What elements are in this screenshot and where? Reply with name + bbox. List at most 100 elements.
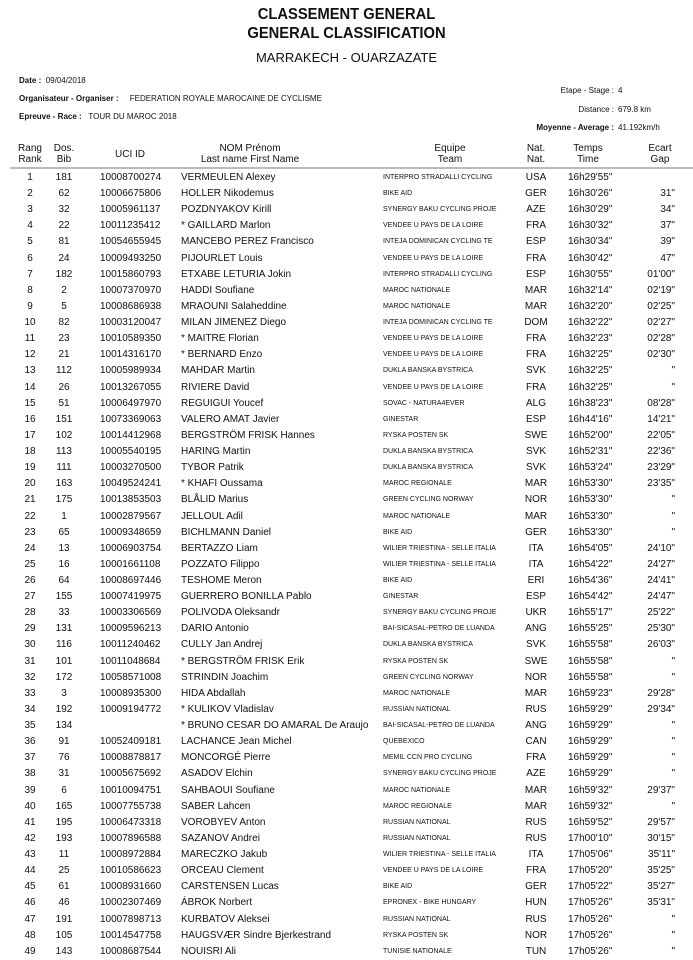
cell-nat: SVK [525, 639, 546, 651]
cell-bib: 24 [58, 252, 70, 264]
cell-nat: ESP [525, 413, 546, 425]
cell-bib: 25 [58, 865, 70, 877]
cell-name: POZZATO Filippo [181, 558, 260, 570]
cell-time: 16h59'32" [568, 800, 613, 812]
cell-gap: " [671, 365, 675, 377]
cell-team: MAROC REGIONALE [383, 480, 452, 488]
table-row: 10 82 10003120047 MILAN JIMENEZ Diego INTEJA… [0, 315, 693, 331]
cell-gap: " [671, 800, 675, 812]
cell-nat: MAR [524, 300, 548, 312]
cell-bib: 32 [58, 204, 70, 216]
cell-bib: 134 [55, 720, 73, 732]
cell-rank: 8 [27, 284, 33, 296]
cell-gap: 35'25" [647, 865, 675, 877]
cell-nat: SWE [524, 429, 548, 441]
cell-bib: 33 [58, 607, 70, 619]
cell-gap: " [671, 768, 675, 780]
cell-name: TESHOME Meron [181, 575, 262, 586]
cell-bib: 1 [61, 510, 67, 522]
cell-bib: 131 [55, 623, 73, 635]
cell-time: 16h52'00" [568, 429, 613, 441]
cell-name: HARING Martin [181, 446, 251, 458]
cell-rank: 23 [24, 526, 36, 538]
cell-rank: 32 [24, 671, 36, 683]
cell-team: MAROC NATIONALE [383, 689, 451, 697]
cell-bib: 26 [58, 381, 70, 393]
cell-gap: 02'27" [647, 317, 675, 329]
cell-gap: 22'05" [647, 429, 675, 441]
cell-time: 16h32'23" [568, 333, 613, 345]
table-row: 45 61 10008931660 CARSTENSEN Lucas BIKE AID G… [0, 879, 693, 895]
cell-gap: 37" [660, 220, 675, 232]
cell-gap: 26'03" [647, 639, 675, 651]
cell-uci: 10007896588 [100, 832, 162, 844]
cell-bib: 91 [58, 736, 70, 748]
table-row: 4 22 10011235412 * GAILLARD Marlon VENDEE U … [0, 218, 693, 234]
cell-uci: 10007755738 [100, 800, 162, 812]
cell-gap: 29'28" [647, 687, 675, 699]
table-row: 7 182 10015860793 ETXABE LETURIA Jokin INTER… [0, 267, 693, 283]
cell-uci: 10009596213 [100, 623, 162, 635]
cell-uci: 10006675806 [100, 188, 162, 200]
cell-bib: 165 [55, 800, 73, 812]
cell-bib: 105 [55, 929, 73, 941]
cell-team: MAROC NATIONALE [383, 286, 451, 294]
cell-team: RYSKA POSTEN SK [383, 931, 449, 939]
cell-team: BIKE AID [383, 883, 413, 891]
cell-uci: 10009348659 [100, 526, 162, 538]
cell-gap: " [671, 494, 675, 506]
table-row: 14 26 10013267055 RIVIERE David VENDEE U PAY… [0, 380, 693, 396]
cell-nat: AZE [526, 768, 546, 780]
cell-name: VALERO AMAT Javier [181, 413, 280, 425]
cell-time: 16h53'30" [568, 510, 613, 522]
cell-time: 16h52'31" [568, 446, 613, 458]
table-row: 6 24 10009493250 PIJOURLET Louis VENDEE U PA… [0, 251, 693, 267]
cell-bib: 46 [58, 897, 70, 909]
cell-name: BICHLMANN Daniel [181, 526, 272, 538]
table-row: 34 192 10009194772 * KULIKOV Vladislav RUSSI… [0, 702, 693, 718]
cell-time: 16h59'29" [568, 736, 613, 748]
race-info: Epreuve - Race : TOUR DU MAROC 2018 [19, 112, 177, 121]
table-row: 43 11 10008972884 MARECZKO Jakub WILIER TRIE… [0, 847, 693, 863]
header-bib: Dos. Bib [53, 143, 75, 165]
date-label: Date : [19, 76, 42, 85]
cell-gap: 24'47" [647, 591, 675, 603]
cell-rank: 33 [24, 687, 36, 699]
cell-time: 16h53'30" [568, 478, 613, 490]
cell-team: SYNERGY BAKU CYCLING PROJE [383, 206, 497, 214]
table-row: 16 151 10073369063 VALERO AMAT Javier GINEST… [0, 412, 693, 428]
cell-gap: 35'31" [647, 897, 675, 909]
cell-nat: USA [525, 172, 547, 183]
cell-nat: ANG [525, 720, 547, 732]
cell-uci: 10014547758 [100, 929, 162, 941]
cell-uci: 10003120047 [100, 317, 162, 329]
cell-name: * BRUNO CESAR DO AMARAL De Araujo [181, 720, 369, 732]
cell-bib: 62 [58, 188, 70, 200]
cell-uci: 10001661108 [100, 558, 161, 570]
cell-time: 17h05'06" [568, 849, 613, 861]
cell-time: 16h30'26" [568, 188, 613, 200]
cell-rank: 9 [27, 300, 33, 312]
cell-bib: 22 [58, 220, 70, 232]
cell-rank: 42 [24, 832, 36, 844]
table-row: 17 102 10014412968 BERGSTRÖM FRISK Hannes RY… [0, 428, 693, 444]
cell-bib: 163 [55, 478, 73, 490]
cell-team: DUKLA BANSKA BYSTRICA [383, 448, 473, 456]
cell-team: MAROC NATIONALE [383, 786, 451, 794]
cell-team: BIKE AID [383, 577, 413, 584]
cell-time: 16h30'42" [568, 252, 613, 264]
cell-nat: GER [525, 526, 547, 538]
cell-time: 16h32'25" [568, 365, 613, 377]
cell-nat: FRA [526, 333, 546, 345]
cell-uci: 10008931660 [100, 881, 162, 893]
cell-name: NOUISRI Ali [181, 945, 237, 957]
cell-team: VENDEE U PAYS DE LA LOIRE [383, 867, 484, 875]
cell-team: GINESTAR [383, 415, 419, 423]
cell-gap: " [671, 381, 675, 393]
cell-nat: HUN [525, 897, 547, 909]
cell-team: RUSSIAN NATIONAL [383, 915, 451, 923]
page-title: CLASSEMENT GENERAL [257, 6, 436, 23]
cell-team: QUEBEXICO [383, 738, 425, 746]
cell-gap: 24'41" [647, 575, 675, 586]
cell-bib: 3 [61, 687, 67, 699]
